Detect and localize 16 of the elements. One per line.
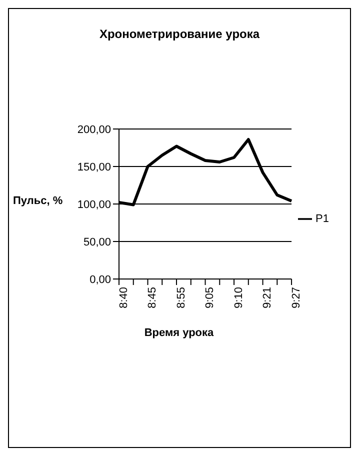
- y-tick-label: 150,00: [77, 161, 111, 174]
- y-tick-label: 100,00: [77, 198, 111, 211]
- x-tick-label: 9:21: [262, 287, 274, 308]
- y-tick-label: 50,00: [83, 236, 111, 248]
- x-tick-label: 9:27: [290, 287, 302, 308]
- x-tick-label: 8:55: [175, 287, 188, 308]
- y-tick-label: 0,00: [90, 274, 111, 286]
- y-tick-label: 200,00: [77, 124, 111, 136]
- x-tick-label: 9:10: [232, 287, 245, 308]
- x-axis-title: Время урока: [143, 327, 215, 339]
- x-tick-label: 8:40: [118, 287, 130, 308]
- y-axis-title: Пульс, %: [13, 195, 63, 207]
- chart-title: Хронометрирование урока: [98, 27, 261, 41]
- legend-label: Р1: [316, 212, 329, 225]
- x-tick-label: 8:45: [146, 287, 159, 308]
- x-tick-label: 9:05: [204, 287, 216, 308]
